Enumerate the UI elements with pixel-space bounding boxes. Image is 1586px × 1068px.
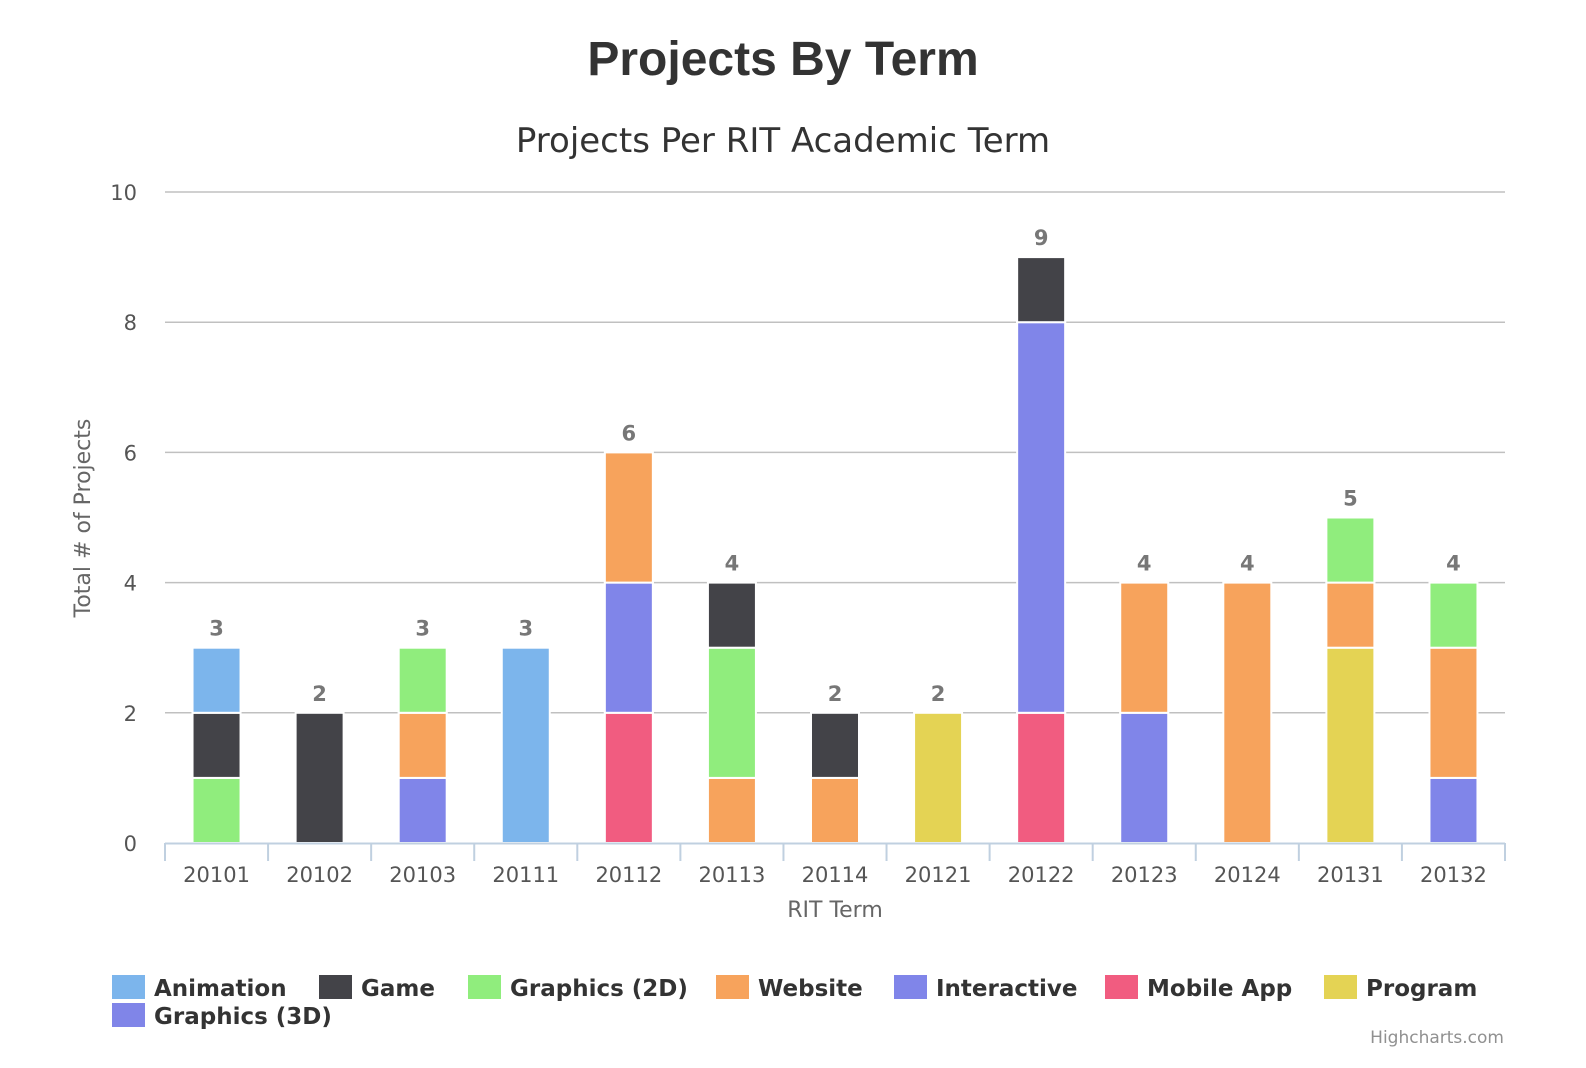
x-tick-label: 20102	[286, 863, 353, 887]
bar-segment-mobile-app-20112[interactable]	[603, 711, 654, 844]
y-axis-title: Total # of Projects	[71, 419, 96, 619]
x-axis-title: RIT Term	[787, 898, 883, 923]
legend-item-game[interactable]: Game	[319, 975, 435, 1002]
stack-total-label: 9	[1034, 226, 1049, 250]
bar-segment-website-20124[interactable]	[1222, 581, 1273, 844]
bar-segment-graphics-2d-20103[interactable]	[397, 646, 448, 714]
x-axis: 20101 20102 20103 20111 20112 20113 20114 20121…	[164, 842, 1506, 887]
bar-segment-website-20131[interactable]	[1325, 581, 1376, 649]
stack-total-label: 3	[518, 617, 533, 641]
x-tick-label: 20111	[492, 863, 559, 887]
y-tick-label: 6	[124, 441, 137, 465]
x-tick-label: 20112	[595, 863, 662, 887]
bar-segment-game-20101[interactable]	[191, 711, 242, 779]
bar-segment-game-20114[interactable]	[810, 711, 860, 779]
bar-segment-game-20122[interactable]	[1016, 256, 1067, 324]
legend-item-animation[interactable]: Animation	[112, 975, 287, 1002]
legend: Animation Game Graphics (2D) Website Interac…	[112, 975, 1477, 1030]
bar-segment-website-20132[interactable]	[1428, 646, 1479, 779]
legend-swatch	[716, 975, 749, 999]
bar-segment-website-20112[interactable]	[603, 451, 654, 584]
legend-item-graphics-2d[interactable]: Graphics (2D)	[468, 975, 688, 1002]
stack-total-label: 2	[931, 682, 946, 706]
legend-swatch	[894, 975, 927, 999]
stack-total-label: 2	[312, 682, 327, 706]
chart-title: Projects By Term	[587, 33, 978, 86]
legend-label: Game	[361, 976, 435, 1002]
stack-total-label: 6	[622, 421, 637, 445]
stack-total-label: 3	[415, 617, 430, 641]
legend-label: Website	[758, 976, 863, 1002]
x-tick-label: 20103	[389, 863, 456, 887]
bar-segment-graphics-2d-20132[interactable]	[1428, 581, 1479, 649]
legend-item-program[interactable]: Program	[1324, 975, 1477, 1002]
bar-segment-game-20113[interactable]	[706, 581, 757, 649]
y-axis-ticks: 0 2 4 6 8 10	[110, 181, 137, 856]
legend-swatch	[319, 975, 352, 999]
bar-segment-graphics-2d-20113[interactable]	[706, 646, 757, 779]
y-tick-label: 4	[124, 572, 137, 596]
x-tick-label: 20114	[802, 863, 869, 887]
bar-segment-program-20121[interactable]	[913, 711, 964, 844]
stacked-bars	[191, 256, 1479, 845]
stack-total-label: 5	[1343, 487, 1358, 511]
bar-segment-animation-20101[interactable]	[191, 646, 242, 714]
legend-label: Interactive	[936, 976, 1078, 1002]
bar-segment-graphics-2d-20131[interactable]	[1325, 516, 1376, 584]
legend-item-graphics-3d[interactable]: Graphics (3D)	[112, 1003, 332, 1030]
legend-swatch	[468, 975, 501, 999]
bar-segment-website-20114[interactable]	[810, 776, 860, 845]
x-tick-label: 20132	[1420, 863, 1487, 887]
bar-segment-interactive-20103[interactable]	[397, 776, 448, 845]
legend-item-mobile-app[interactable]: Mobile App	[1105, 975, 1292, 1002]
bar-segment-interactive-20132[interactable]	[1428, 776, 1479, 845]
bar-segment-website-20123[interactable]	[1119, 581, 1170, 714]
y-gridlines	[165, 191, 1505, 714]
bar-segment-animation-20111[interactable]	[500, 646, 551, 845]
bar-segment-website-20103[interactable]	[397, 711, 448, 779]
bar-segment-interactive-20122[interactable]	[1016, 321, 1067, 714]
x-tick-label: 20124	[1214, 863, 1281, 887]
y-tick-label: 0	[124, 832, 137, 856]
bar-segment-graphics-2d-20101[interactable]	[191, 776, 242, 845]
x-tick-label: 20122	[1008, 863, 1075, 887]
legend-label: Mobile App	[1147, 976, 1292, 1002]
stack-total-label: 2	[828, 682, 843, 706]
credits-link[interactable]: Highcharts.com	[1370, 1028, 1504, 1048]
stack-total-label: 3	[209, 617, 224, 641]
y-tick-label: 8	[124, 311, 137, 335]
stack-total-label: 4	[1446, 552, 1461, 576]
legend-swatch	[1324, 975, 1357, 999]
x-tick-label: 20121	[905, 863, 972, 887]
legend-label: Animation	[154, 976, 287, 1002]
stack-total-label: 4	[725, 552, 740, 576]
bar-segment-mobile-app-20122[interactable]	[1016, 711, 1067, 844]
bar-segment-interactive-20112[interactable]	[603, 581, 654, 714]
legend-swatch	[1105, 975, 1138, 999]
bar-segment-game-20102[interactable]	[294, 711, 345, 844]
x-tick-label: 20113	[699, 863, 766, 887]
legend-label: Graphics (2D)	[510, 976, 688, 1002]
stack-total-label: 4	[1137, 552, 1152, 576]
y-tick-label: 10	[110, 181, 137, 205]
legend-item-interactive[interactable]: Interactive	[894, 975, 1078, 1002]
x-tick-label: 20123	[1111, 863, 1178, 887]
y-tick-label: 2	[124, 702, 137, 726]
x-tick-label: 20131	[1317, 863, 1384, 887]
chart-subtitle: Projects Per RIT Academic Term	[516, 121, 1050, 161]
x-tick-label: 20101	[183, 863, 250, 887]
bar-segment-interactive-20123[interactable]	[1119, 711, 1170, 844]
legend-swatch	[112, 975, 145, 999]
bar-segment-website-20113[interactable]	[706, 776, 757, 845]
legend-label: Graphics (3D)	[154, 1004, 332, 1030]
stack-totals: 3 2 3 3 6 4 2 2 9 4 4 5 4	[209, 226, 1461, 706]
legend-item-website[interactable]: Website	[716, 975, 863, 1002]
legend-label: Program	[1366, 976, 1477, 1002]
bar-segment-program-20131[interactable]	[1325, 646, 1376, 845]
stack-total-label: 4	[1240, 552, 1255, 576]
legend-swatch	[112, 1003, 145, 1027]
